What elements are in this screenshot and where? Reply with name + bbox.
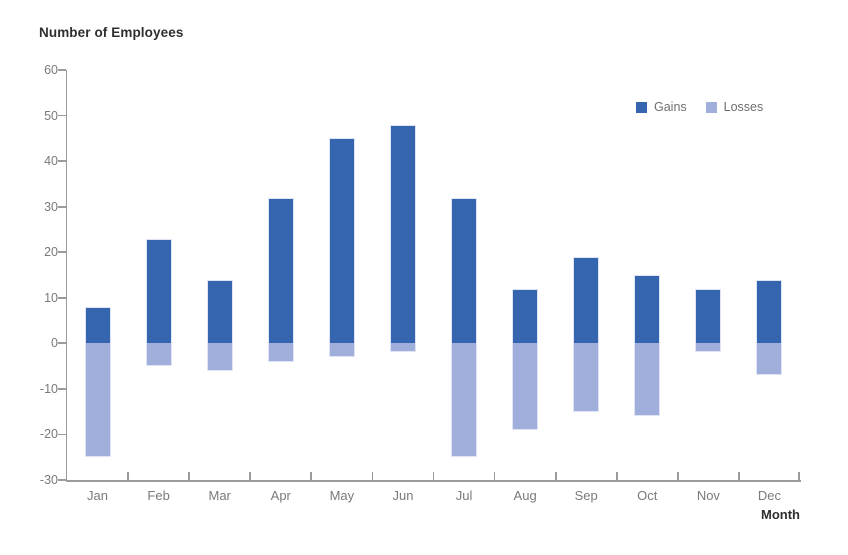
y-tick--30 [58,479,66,481]
bar-losses-jul [451,343,478,458]
y-tick-label-10: 10 [44,290,58,305]
bar-losses-oct [634,343,661,417]
y-tick-label-30: 30 [44,199,58,214]
y-tick-50 [58,114,66,117]
y-tick-label--30: -30 [39,473,58,487]
y-tick-10 [58,296,66,299]
y-axis-line [65,70,68,482]
bar-gains-jun [389,124,416,344]
x-axis-line [65,480,801,482]
bar-losses-nov [695,343,722,353]
chart-title: Number of Employees [39,25,184,40]
bar-losses-jun [389,343,416,353]
bar-gains-jan [84,306,111,344]
bar-losses-mar [206,343,233,371]
y-tick-label-40: 40 [44,154,58,169]
y-tick-label-60: 60 [44,63,58,77]
x-tick-5 [371,472,374,480]
x-tick-7 [493,472,496,480]
y-tick-label-20: 20 [44,245,58,260]
x-label-feb: Feb [147,488,170,503]
bar-gains-nov [695,288,722,344]
x-label-sep: Sep [574,488,598,503]
y-tick-label--10: -10 [39,381,58,396]
x-label-jul: Jul [455,488,473,503]
x-label-nov: Nov [696,488,720,503]
legend-losses-swatch [705,101,717,113]
y-tick-label--20: -20 [39,427,58,442]
bar-gains-mar [206,279,233,344]
y-tick-30 [58,205,66,208]
bar-gains-aug [512,288,539,344]
legend-gains-label: Gains [654,100,687,114]
x-label-mar: Mar [208,488,231,503]
x-axis-title: Month [761,507,800,522]
y-tick-20 [58,251,66,254]
x-tick-1 [127,472,129,480]
bar-gains-jul [451,197,478,344]
y-tick-60 [58,69,66,71]
x-tick-6 [432,472,435,480]
bar-losses-feb [145,343,172,367]
legend-item-gains: Gains [636,100,687,114]
y-tick--10 [58,387,66,390]
bar-gains-sep [573,256,600,344]
x-label-apr: Apr [270,488,291,503]
x-label-dec: Dec [757,488,782,503]
x-tick-3 [249,472,252,480]
x-tick-end [798,472,800,480]
bar-losses-jan [84,343,111,458]
x-tick-2 [188,472,191,480]
bar-losses-sep [573,343,600,412]
x-label-oct: Oct [637,488,658,503]
legend-item-losses: Losses [705,100,764,114]
x-tick-8 [554,472,557,480]
bar-losses-dec [756,343,783,376]
x-label-jun: Jun [392,488,414,503]
y-tick-label-50: 50 [44,108,58,123]
x-tick-9 [615,472,618,480]
legend-gains-swatch [636,101,647,113]
y-tick--20 [58,433,66,436]
legend: Gains Losses [636,100,763,114]
x-tick-11 [738,472,740,480]
bar-losses-apr [267,343,294,362]
x-tick-4 [310,472,313,480]
bar-gains-feb [145,238,172,344]
bar-losses-aug [512,343,539,430]
legend-losses-label: Losses [723,100,764,114]
y-tick-40 [58,160,66,162]
x-label-jan: Jan [87,488,109,503]
bar-gains-may [328,138,355,344]
bar-gains-oct [634,275,661,344]
x-label-may: May [329,488,355,503]
bar-gains-apr [267,197,294,344]
bar-gains-dec [756,279,783,344]
x-label-aug: Aug [513,488,537,503]
y-tick-0 [58,342,66,345]
x-tick-10 [676,472,679,480]
y-tick-label-0: 0 [51,336,58,351]
bar-losses-may [328,343,355,357]
